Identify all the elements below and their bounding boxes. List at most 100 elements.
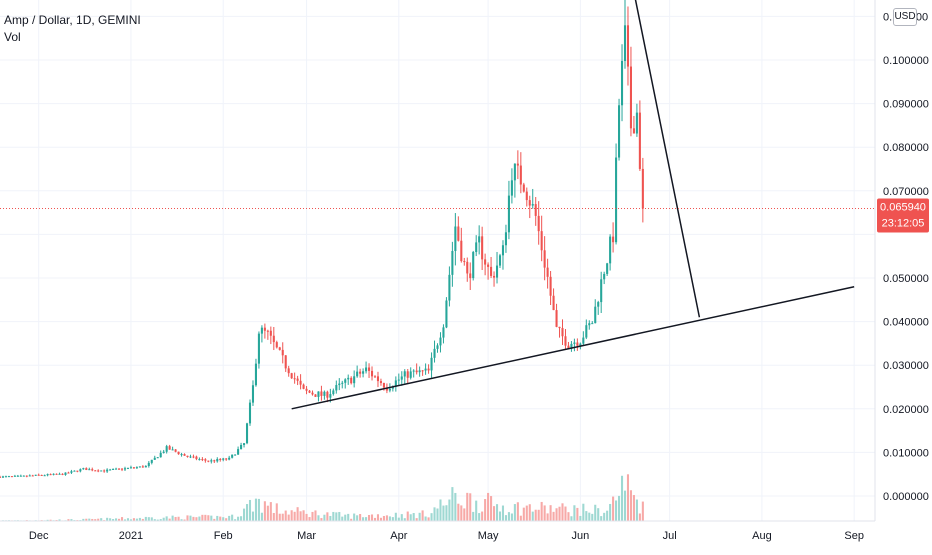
candle-body <box>240 445 242 449</box>
candle-body <box>547 268 549 277</box>
volume-bar <box>633 495 635 521</box>
volume-bar <box>231 515 233 521</box>
volume-bar <box>594 505 596 521</box>
volume-bar <box>195 517 197 521</box>
currency-button[interactable]: USD <box>893 8 917 26</box>
candle-body <box>618 105 620 157</box>
candle-body <box>609 237 611 264</box>
trendline[interactable] <box>292 287 855 409</box>
volume-bar <box>636 500 638 521</box>
candle-body <box>246 423 248 443</box>
volume-bar <box>270 502 272 521</box>
volume-bar <box>523 508 525 521</box>
candle-body <box>148 463 150 466</box>
volume-bar <box>526 506 528 521</box>
volume-bar <box>228 516 230 521</box>
volume-bar <box>210 516 212 521</box>
candle-body <box>172 449 174 450</box>
volume-bar <box>323 515 325 521</box>
candle-body <box>398 380 400 381</box>
volume-bar <box>433 507 435 521</box>
candle-body <box>442 327 444 337</box>
candle-body <box>237 449 239 454</box>
candle-body <box>323 392 325 396</box>
x-axis-tick-label: Mar <box>297 530 316 542</box>
candle-body <box>535 204 537 216</box>
volume-bar <box>362 517 364 521</box>
candle-body <box>44 475 46 476</box>
volume-bar <box>508 512 510 521</box>
volume-bar <box>511 513 513 521</box>
candle-body <box>273 336 275 342</box>
volume-bar <box>454 493 456 521</box>
volume-bar <box>579 516 581 521</box>
volume-bar <box>448 500 450 521</box>
candle-body <box>192 457 194 458</box>
candle-body <box>636 113 638 134</box>
candle-body <box>627 25 629 66</box>
volume-bar <box>445 505 447 521</box>
volume-bar <box>288 515 290 521</box>
candle-body <box>594 307 596 323</box>
volume-bar <box>582 504 584 521</box>
volume-bar <box>466 493 468 521</box>
candle-body <box>181 454 183 455</box>
candle-body <box>371 371 373 376</box>
candle-body <box>481 236 483 259</box>
volume-label[interactable]: Vol <box>4 29 141 46</box>
volume-bar <box>359 514 361 521</box>
volume-bar <box>198 517 200 521</box>
candle-body <box>231 455 233 458</box>
volume-bar <box>624 491 626 521</box>
volume-bar <box>535 510 537 521</box>
candle-body <box>76 471 78 472</box>
trendlines[interactable] <box>292 0 855 409</box>
volume-bar <box>547 513 549 521</box>
candle-body <box>564 336 566 345</box>
candle-body <box>178 452 180 454</box>
candle-body <box>130 467 132 468</box>
candle-body <box>496 266 498 278</box>
candle-body <box>335 385 337 390</box>
candle-body <box>612 237 614 243</box>
candle-body <box>368 368 370 371</box>
candle-body <box>561 328 563 336</box>
candle-body <box>356 372 358 377</box>
x-axis-tick-label: Jul <box>663 530 677 542</box>
volume-bar <box>172 516 174 521</box>
candle-body <box>118 469 120 470</box>
candle-body <box>582 338 584 344</box>
y-axis-tick-label: 0.080000 <box>883 142 929 154</box>
volume-bar <box>175 517 177 521</box>
volume-bar <box>630 490 632 521</box>
volume-bar <box>529 504 531 521</box>
volume-bar <box>431 513 433 521</box>
volume-bar <box>389 516 391 521</box>
candle-body <box>121 469 123 470</box>
candle-body <box>413 371 415 372</box>
candle-body <box>17 476 19 477</box>
volume-bar <box>282 514 284 521</box>
candle-body <box>436 345 438 348</box>
volume-bar <box>439 499 441 521</box>
volume-bar <box>490 496 492 521</box>
trendline[interactable] <box>631 0 699 317</box>
symbol-title[interactable]: Amp / Dollar, 1D, GEMINI <box>4 12 141 29</box>
volume-bar <box>600 516 602 521</box>
x-axis-tick-label: Jun <box>571 530 589 542</box>
candle-body <box>621 61 623 105</box>
volume-bar <box>178 517 180 521</box>
volume-bar <box>553 512 555 521</box>
candle-body <box>300 381 302 385</box>
volume-bar <box>398 518 400 521</box>
candle-body <box>329 394 331 398</box>
x-axis-tick-label: May <box>478 530 499 542</box>
volume-bar <box>487 493 489 521</box>
volume-bar <box>338 512 340 521</box>
candle-body <box>258 334 260 364</box>
candle-body <box>460 241 462 261</box>
volume-bar <box>410 514 412 521</box>
